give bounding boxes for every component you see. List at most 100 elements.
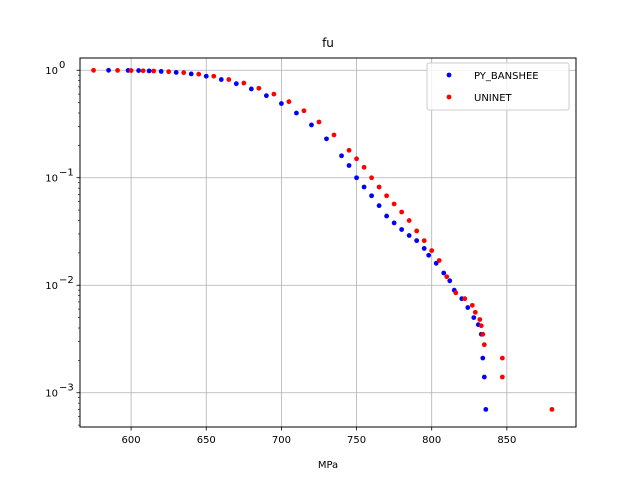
data-point — [361, 164, 367, 170]
data-point — [429, 248, 435, 254]
y-tick-label: 10 — [45, 174, 58, 185]
data-point — [263, 93, 269, 99]
legend-marker-py-banshee — [446, 72, 452, 78]
data-point — [158, 69, 164, 74]
legend-label-uninet: UNINET — [474, 93, 513, 104]
chart-title: fu — [322, 36, 334, 50]
data-point — [426, 252, 432, 258]
data-point — [203, 73, 209, 79]
y-tick-label: 10 — [45, 281, 58, 292]
data-point — [166, 69, 172, 75]
data-point — [414, 238, 420, 244]
data-point — [140, 68, 146, 74]
data-point — [391, 201, 397, 207]
data-point — [256, 85, 262, 91]
data-point — [309, 122, 314, 128]
x-tick-label: 750 — [347, 435, 366, 446]
data-point — [477, 317, 483, 322]
data-point — [294, 110, 299, 116]
data-point — [354, 156, 359, 162]
data-point — [181, 70, 187, 76]
data-point — [233, 81, 239, 87]
x-tick-label: 650 — [197, 435, 216, 446]
data-point — [384, 193, 390, 199]
data-point — [433, 260, 439, 266]
data-point — [188, 71, 194, 77]
x-axis-label: MPa — [318, 460, 338, 471]
plot-area-frame — [79, 57, 577, 428]
data-point — [316, 119, 322, 125]
data-point — [339, 153, 344, 159]
data-point — [436, 258, 442, 263]
data-point — [447, 278, 453, 284]
data-point — [483, 406, 489, 412]
data-point — [136, 68, 142, 73]
data-point — [354, 175, 359, 181]
legend-marker-uninet — [446, 94, 452, 100]
data-point — [462, 296, 468, 302]
data-point — [399, 227, 405, 232]
data-point — [376, 184, 382, 190]
data-point — [279, 101, 284, 106]
series-uninet — [91, 67, 555, 412]
x-tick-label: 700 — [272, 435, 291, 446]
data-point — [499, 374, 505, 380]
data-point — [226, 77, 232, 82]
data-point — [331, 132, 337, 138]
data-point — [453, 290, 459, 296]
y-tick-label-exponent: −2 — [59, 275, 74, 286]
data-points — [91, 67, 555, 412]
data-point — [173, 69, 179, 75]
data-point — [115, 67, 120, 73]
data-point — [218, 77, 224, 82]
data-point — [414, 228, 420, 234]
data-point — [480, 355, 486, 361]
data-point — [472, 309, 478, 315]
data-point — [128, 68, 134, 73]
x-tick-label: 850 — [497, 435, 516, 446]
data-point — [151, 68, 157, 74]
data-point — [211, 73, 217, 79]
data-point — [146, 68, 152, 74]
data-point — [406, 218, 412, 223]
data-point — [286, 99, 292, 105]
data-point — [471, 315, 477, 320]
y-tick-label-exponent: 0 — [59, 60, 65, 71]
data-point — [499, 355, 505, 361]
data-point — [106, 67, 111, 73]
data-point — [421, 246, 427, 251]
data-point — [91, 67, 96, 73]
legend-label-py-banshee: PY_BANSHEE — [474, 71, 539, 82]
data-point — [480, 331, 486, 337]
data-point — [369, 175, 374, 181]
data-point — [481, 374, 487, 380]
data-point — [248, 86, 254, 92]
data-point — [241, 80, 247, 86]
data-point — [549, 406, 555, 412]
y-tick-label: 10 — [45, 389, 58, 400]
data-point — [406, 233, 412, 238]
legend: PY_BANSHEE UNINET — [426, 62, 570, 111]
data-point — [376, 203, 382, 209]
data-point — [465, 305, 471, 310]
x-axis: 600 650 700 750 800 850 — [122, 427, 516, 446]
data-point — [301, 108, 307, 114]
x-tick-label: 800 — [422, 435, 441, 446]
data-point — [391, 220, 397, 226]
data-point — [441, 270, 447, 276]
data-point — [481, 342, 487, 348]
data-point — [369, 193, 374, 199]
x-tick-label: 600 — [122, 435, 141, 446]
data-point — [346, 147, 352, 153]
data-point — [346, 163, 352, 168]
data-point — [324, 136, 329, 142]
data-point — [399, 209, 405, 215]
data-point — [361, 184, 367, 190]
y-tick-label: 10 — [45, 66, 58, 77]
data-point — [421, 238, 427, 244]
data-point — [271, 91, 277, 97]
data-point — [444, 274, 450, 280]
data-point — [384, 213, 390, 219]
